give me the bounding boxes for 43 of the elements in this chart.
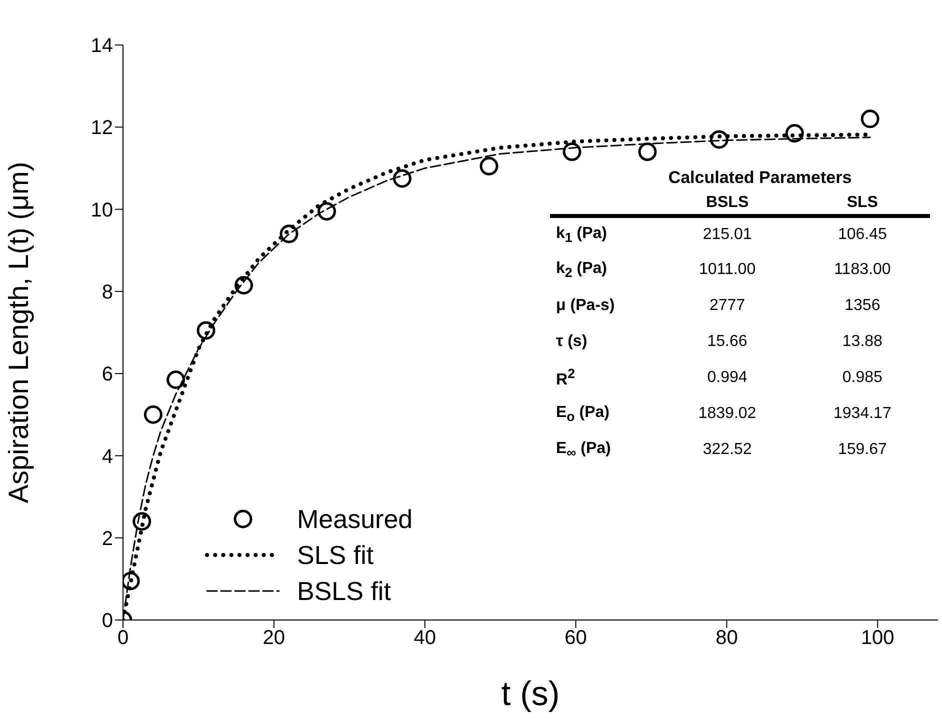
x-tick-label: 60 xyxy=(564,627,587,650)
annotation: μ (Pa-s) xyxy=(555,296,616,316)
y-tick-label: 12 xyxy=(90,117,113,140)
y-tick-label: 0 xyxy=(102,610,113,632)
annotation: 106.45 xyxy=(836,225,888,245)
annotation: R$^{2}$ xyxy=(555,365,576,391)
annotation: 159.67 xyxy=(836,440,888,460)
annotation: 215.01 xyxy=(702,225,753,245)
annotation: BSLS xyxy=(704,193,750,213)
y-tick-label: 10 xyxy=(90,199,113,222)
annotation: 15.66 xyxy=(706,332,748,352)
legend-label: BSLS fit xyxy=(297,576,391,606)
annotation: k$_{1}$ (Pa) xyxy=(555,224,608,248)
annotation: 13.88 xyxy=(841,332,884,352)
x-tick-label: 0 xyxy=(117,627,129,650)
annotation: τ (s) xyxy=(555,332,588,352)
annotation: k$_{2}$ (Pa) xyxy=(555,258,608,282)
x-tick-label: 100 xyxy=(860,627,894,650)
legend-label: Measured xyxy=(297,504,413,534)
annotation: 1356 xyxy=(844,296,882,316)
y-tick-label: 8 xyxy=(102,282,113,304)
y-tick-label: 6 xyxy=(102,364,113,386)
annotation: 1839.02 xyxy=(697,404,758,424)
annotation: 2777 xyxy=(708,296,746,316)
annotation: 1934.17 xyxy=(832,404,892,424)
x-tick-label: 80 xyxy=(716,627,738,650)
annotation: 1011.00 xyxy=(698,260,757,280)
y-tick-label: 4 xyxy=(102,446,113,468)
annotation: E$_{o}$ (Pa) xyxy=(555,402,610,426)
annotation: 1183.00 xyxy=(833,260,892,280)
y-tick-label: 2 xyxy=(102,528,113,550)
x-axis-title: t (s) xyxy=(501,675,560,713)
annotation: SLS xyxy=(846,193,879,213)
y-axis-title: Aspiration Length, L(t) (μm) xyxy=(2,162,34,504)
y-tick-label: 14 xyxy=(90,35,113,58)
annotation: E$_{∞}$ (Pa) xyxy=(555,438,612,462)
annotation: 322.52 xyxy=(702,440,753,460)
annotation: 0.985 xyxy=(841,368,884,388)
x-tick-label: 20 xyxy=(262,627,286,650)
x-tick-label: 40 xyxy=(414,627,436,650)
annotation: Calculated Parameters xyxy=(667,168,853,188)
legend-label: SLS fit xyxy=(297,540,374,570)
annotation: 0.994 xyxy=(706,368,748,388)
